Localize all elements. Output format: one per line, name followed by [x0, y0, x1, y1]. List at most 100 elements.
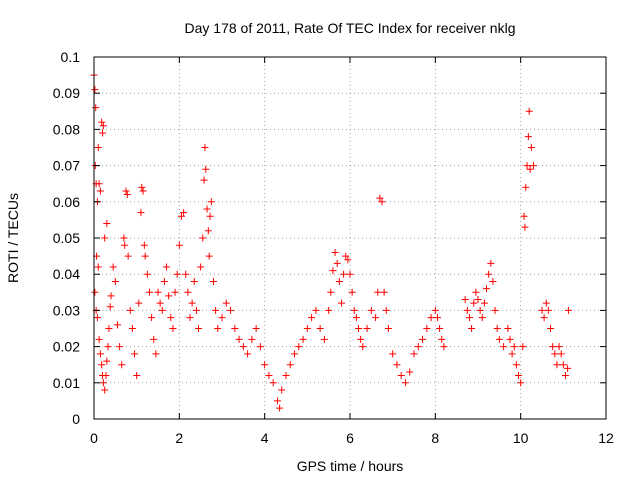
data-point: [94, 144, 102, 151]
data-point: [504, 325, 512, 332]
data-point: [116, 343, 124, 351]
data-point: [291, 350, 299, 358]
data-point: [515, 372, 523, 380]
y-tick-label: 0.07: [53, 158, 80, 174]
data-point: [126, 306, 134, 314]
data-point: [344, 256, 352, 264]
data-point: [167, 314, 175, 322]
data-point: [145, 288, 153, 296]
data-point: [169, 325, 177, 332]
y-tick-label: 0.1: [61, 49, 81, 65]
data-point: [551, 350, 559, 358]
data-point: [207, 198, 215, 206]
data-point: [276, 404, 284, 412]
data-point: [495, 335, 503, 343]
data-point: [96, 350, 104, 358]
data-point: [367, 306, 375, 314]
data-point: [522, 183, 530, 191]
data-point: [133, 372, 141, 380]
data-point: [491, 306, 499, 314]
data-point: [177, 212, 185, 220]
data-point: [335, 277, 343, 285]
data-point: [91, 288, 99, 296]
data-point: [202, 165, 210, 173]
data-point: [209, 277, 217, 285]
data-point: [547, 325, 555, 332]
data-point: [487, 259, 495, 267]
data-point: [465, 314, 473, 322]
data-point: [138, 183, 146, 191]
data-point: [186, 314, 194, 322]
y-tick-label: 0.06: [53, 194, 80, 210]
data-point: [333, 259, 341, 267]
data-point: [99, 379, 107, 387]
data-point: [143, 270, 151, 278]
data-point: [363, 325, 371, 332]
data-point: [374, 288, 382, 296]
data-point: [397, 372, 405, 380]
x-tick-label: 12: [598, 430, 614, 446]
x-tick-label: 2: [175, 430, 183, 446]
data-point: [101, 386, 109, 394]
data-point: [512, 361, 520, 369]
data-point: [382, 306, 390, 314]
data-point: [524, 133, 532, 141]
data-point: [192, 306, 200, 314]
data-point: [480, 299, 488, 307]
data-point: [93, 314, 101, 322]
data-point: [111, 277, 119, 285]
data-point: [278, 386, 286, 394]
data-point: [104, 343, 112, 351]
y-tick-label: 0.01: [53, 375, 80, 391]
data-point: [165, 292, 173, 300]
data-point: [107, 292, 115, 300]
data-point: [308, 314, 316, 322]
data-point: [256, 343, 264, 351]
data-point: [222, 299, 230, 307]
data-point: [135, 299, 143, 307]
data-point: [493, 325, 501, 332]
data-point: [244, 350, 252, 358]
data-point: [120, 234, 128, 242]
data-point: [214, 325, 222, 332]
data-point: [544, 306, 552, 314]
data-point: [184, 288, 192, 296]
data-point: [320, 335, 328, 343]
data-point: [327, 288, 335, 296]
data-point: [329, 267, 337, 275]
data-point: [148, 314, 156, 322]
data-point: [113, 321, 121, 329]
data-point: [231, 325, 239, 332]
data-point: [212, 306, 220, 314]
data-point: [182, 270, 190, 278]
data-point: [352, 314, 360, 322]
data-point: [359, 343, 367, 351]
data-point: [342, 252, 350, 260]
data-point: [372, 314, 380, 322]
data-point: [103, 357, 111, 365]
data-point: [431, 306, 439, 314]
data-point: [303, 325, 311, 332]
data-point: [99, 129, 107, 137]
data-point: [91, 86, 99, 94]
data-point: [98, 118, 106, 126]
data-point: [378, 198, 386, 206]
data-point: [218, 314, 226, 322]
data-point: [141, 252, 149, 260]
data-point: [109, 263, 117, 271]
data-point: [295, 343, 303, 351]
data-point: [98, 361, 106, 369]
data-point: [406, 368, 414, 376]
data-point: [540, 314, 548, 322]
data-point: [500, 343, 508, 351]
data-point: [472, 288, 480, 296]
data-point: [92, 104, 100, 112]
data-point: [96, 187, 104, 195]
x-tick-label: 10: [513, 430, 529, 446]
data-point: [474, 296, 482, 304]
data-point: [137, 209, 145, 217]
data-point: [188, 299, 196, 307]
data-point: [510, 343, 518, 351]
data-point: [350, 306, 358, 314]
